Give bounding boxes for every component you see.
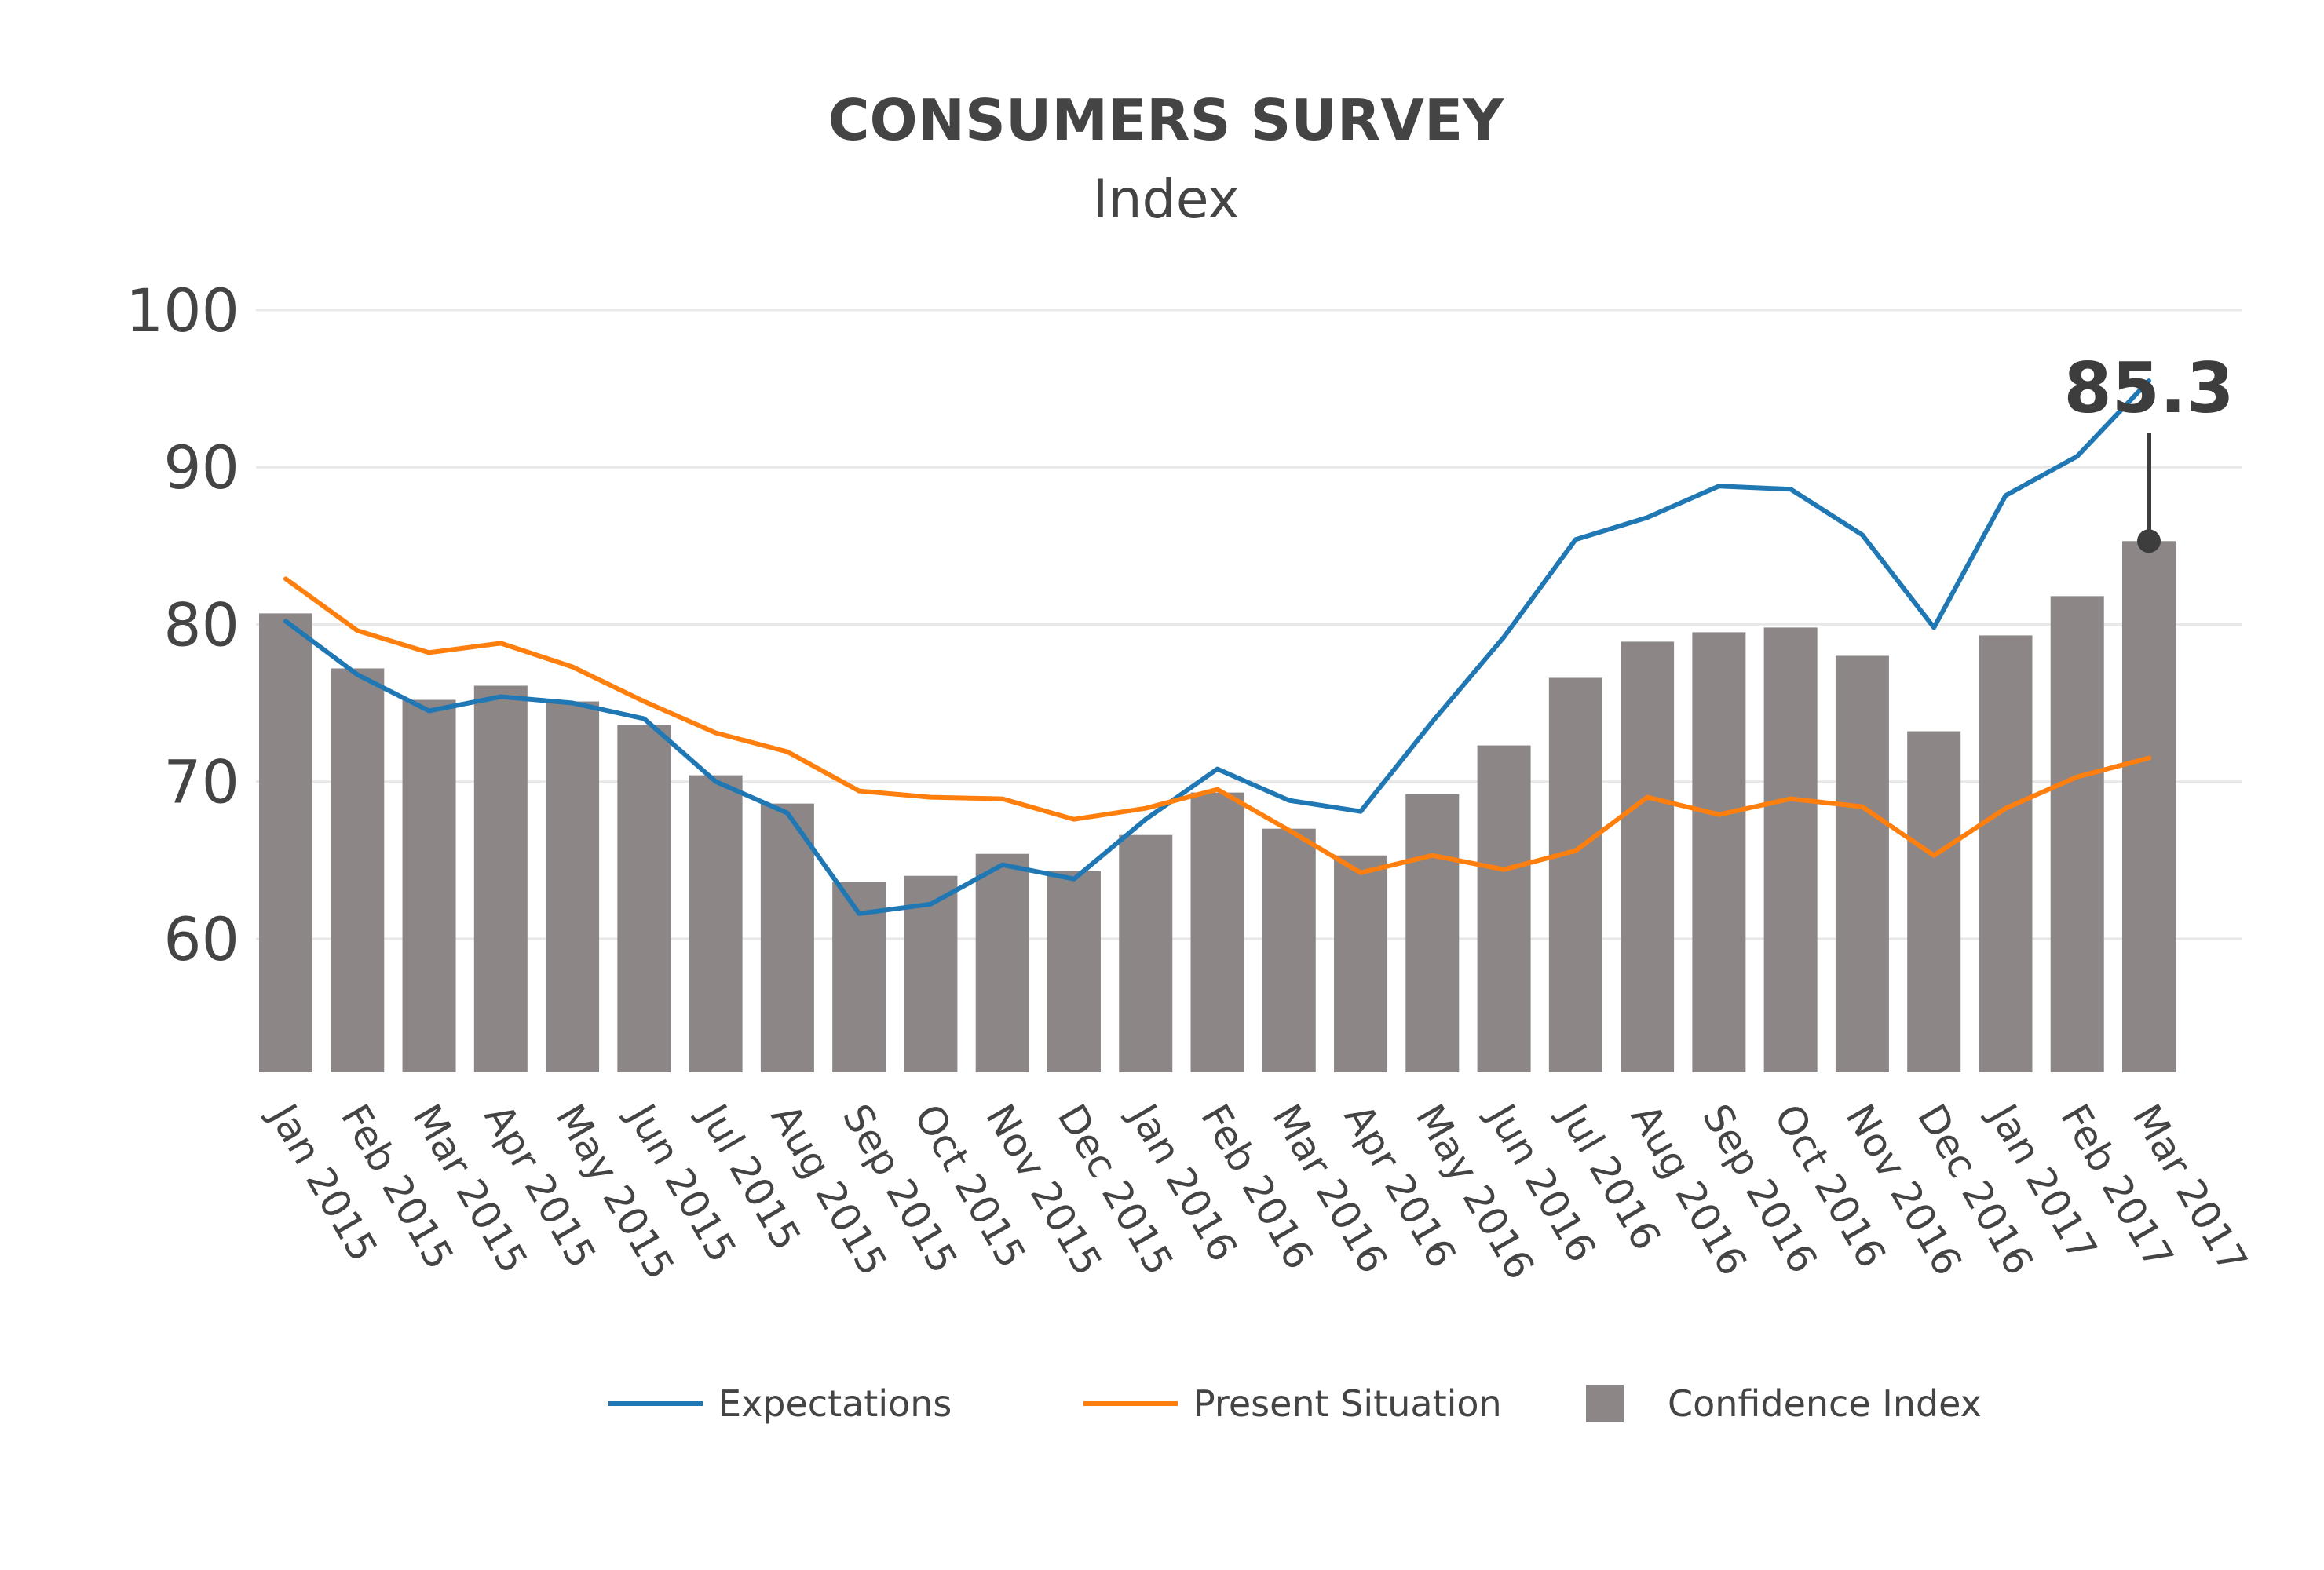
line-expectations xyxy=(283,378,2151,916)
bar-sep-2016 xyxy=(1692,632,1746,1072)
bar-oct-2016 xyxy=(1763,627,1818,1072)
bar-dec-2016 xyxy=(1907,731,1961,1072)
bar-apr-2016 xyxy=(1334,855,1388,1072)
legend-swatch-confidence-index xyxy=(1586,1385,1624,1422)
bar-mar-2015 xyxy=(402,699,456,1072)
y-axis-ticks: 60 70 80 90 100 xyxy=(126,276,239,974)
bar-feb-2015 xyxy=(331,668,385,1072)
bar-jul-2015 xyxy=(689,775,743,1072)
legend: Expectations Present Situation Confidence … xyxy=(608,1382,1982,1425)
confidence-index-bars xyxy=(259,541,2176,1072)
y-tick-label-60: 60 xyxy=(163,904,239,974)
bar-jan-2017 xyxy=(1979,635,2033,1072)
legend-label-confidence-index: Confidence Index xyxy=(1668,1382,1982,1425)
bar-feb-2016 xyxy=(1190,792,1244,1072)
bar-nov-2015 xyxy=(975,853,1029,1072)
bar-feb-2017 xyxy=(2050,596,2104,1072)
y-tick-label-70: 70 xyxy=(163,747,239,817)
bar-aug-2016 xyxy=(1621,641,1675,1072)
bar-may-2016 xyxy=(1405,794,1460,1072)
legend-label-present-situation: Present Situation xyxy=(1193,1382,1502,1425)
chart-title: CONSUMERS SURVEY xyxy=(828,87,1504,153)
chart-subtitle: Index xyxy=(1092,169,1239,231)
y-tick-label-90: 90 xyxy=(163,433,239,502)
y-tick-label-80: 80 xyxy=(163,590,239,659)
annotation-label: 85.3 xyxy=(2063,348,2234,429)
bar-mar-2017 xyxy=(2122,541,2176,1072)
y-tick-label-100: 100 xyxy=(126,276,239,345)
legend-label-expectations: Expectations xyxy=(718,1382,952,1425)
bar-apr-2015 xyxy=(473,685,528,1072)
bar-mar-2016 xyxy=(1262,828,1316,1072)
bar-may-2015 xyxy=(546,701,600,1072)
bar-jun-2016 xyxy=(1477,745,1531,1072)
bar-dec-2015 xyxy=(1047,871,1101,1072)
bar-aug-2015 xyxy=(760,803,814,1072)
line-present-situation xyxy=(283,576,2151,875)
series-lines xyxy=(283,378,2151,916)
bar-jun-2015 xyxy=(617,725,671,1072)
annotation-marker xyxy=(2137,529,2161,553)
bar-nov-2016 xyxy=(1835,655,1889,1072)
bar-jan-2015 xyxy=(259,613,312,1072)
bar-jul-2016 xyxy=(1548,677,1602,1072)
value-annotation: 85.3 xyxy=(2063,348,2234,553)
bar-jan-2016 xyxy=(1119,834,1173,1072)
